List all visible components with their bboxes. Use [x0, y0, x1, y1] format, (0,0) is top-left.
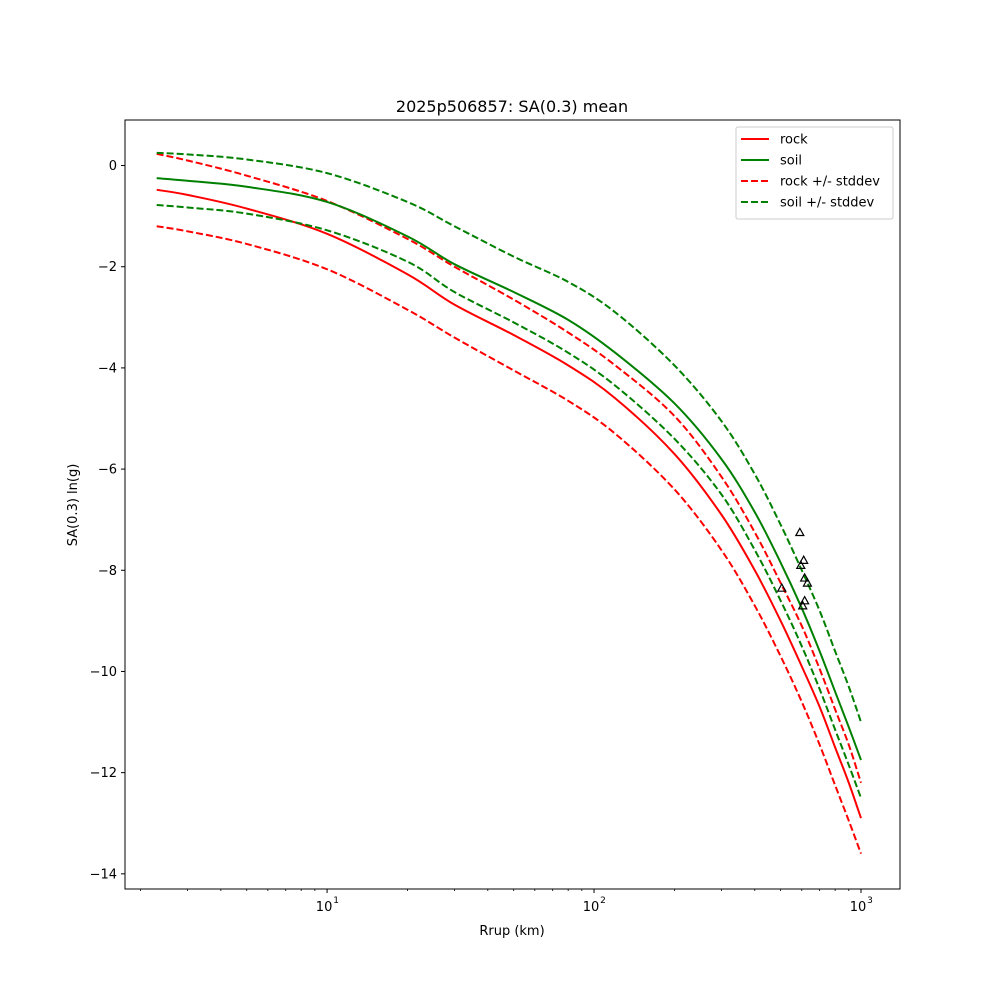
legend-label: soil +/- stddev: [780, 196, 875, 211]
y-tick-label: −4: [98, 361, 117, 376]
x-tick-label: 10: [316, 900, 333, 915]
observation-point: [799, 595, 810, 605]
x-tick-label-exponent: 3: [867, 896, 873, 906]
plot-area: [124, 119, 901, 890]
y-tick-label: −14: [90, 867, 117, 882]
series-layer: [156, 151, 862, 854]
y-tick-label: −2: [98, 260, 117, 275]
series-line-soil: [156, 177, 862, 761]
legend-label: rock: [780, 133, 808, 148]
x-tick-label: 10: [850, 900, 867, 915]
observation-point: [802, 577, 813, 587]
observation-point: [794, 527, 805, 537]
observation-layer: [776, 527, 813, 610]
plot-frame: [124, 119, 901, 890]
y-tick-label: 0: [109, 159, 117, 174]
series-line-soil-plus: [156, 151, 862, 723]
observation-point: [798, 554, 809, 564]
chart-title: 2025p506857: SA(0.3) mean: [396, 97, 628, 116]
y-tick-label: −8: [98, 564, 117, 579]
observation-point: [799, 572, 810, 582]
x-axis-label: Rrup (km): [479, 924, 544, 939]
y-tick-label: −6: [98, 463, 117, 478]
y-tick-label: −12: [90, 766, 117, 781]
x-tick-label-exponent: 1: [333, 896, 339, 906]
y-axis-label: SA(0.3) ln(g): [66, 464, 81, 547]
y-axis: 0 −2 −4 −6 −8 −10 −12 −14: [90, 159, 125, 882]
x-axis: 10 1 10 2 10 3: [140, 889, 873, 915]
series-line-rock-minus: [156, 225, 862, 854]
series-line-rock: [156, 188, 862, 819]
legend: rock soil rock +/- stddev soil +/- stddev: [735, 126, 894, 220]
series-line-soil-minus: [156, 203, 862, 799]
observation-point: [797, 600, 808, 610]
x-tick-label: 10: [583, 900, 600, 915]
legend-box: [735, 126, 894, 220]
observation-point: [795, 559, 806, 570]
legend-label: rock +/- stddev: [780, 175, 880, 190]
observation-point: [776, 582, 787, 592]
series-line-rock-plus: [156, 152, 862, 784]
legend-label: soil: [780, 154, 802, 169]
x-tick-label-exponent: 2: [600, 896, 606, 906]
y-tick-label: −10: [90, 665, 117, 680]
